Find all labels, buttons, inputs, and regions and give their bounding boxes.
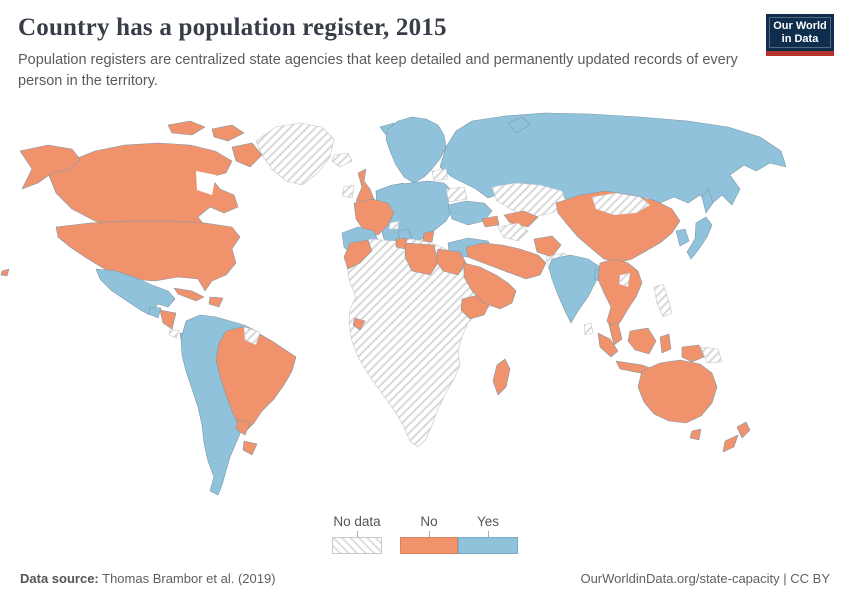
- owid-logo-line2: in Data: [781, 32, 819, 45]
- map-region-baffin-island[interactable]: [231, 142, 263, 168]
- map-region-sri-lanka[interactable]: [583, 322, 594, 336]
- map-region-laos[interactable]: [618, 272, 631, 288]
- map-region-iran-iraq-syria[interactable]: [465, 242, 547, 280]
- map-region-caucasus[interactable]: [481, 215, 500, 228]
- map-region-guatemala[interactable]: [148, 306, 162, 319]
- license-label: CC BY: [790, 571, 830, 586]
- legend-label-no: No: [420, 514, 438, 529]
- map-region-mexico[interactable]: [95, 268, 176, 316]
- map-region-greenland[interactable]: [255, 122, 335, 186]
- map-region-uk[interactable]: [355, 168, 375, 205]
- map-region-uzbekistan[interactable]: [503, 210, 539, 228]
- map-region-usa[interactable]: [55, 220, 241, 292]
- map-region-hispaniola[interactable]: [208, 296, 224, 308]
- map-region-turkmenistan[interactable]: [497, 222, 529, 242]
- world-map: [0, 110, 850, 502]
- map-region-sakhalin[interactable]: [701, 188, 714, 214]
- map-region-central-europe[interactable]: [375, 180, 453, 260]
- map-region-afghanistan[interactable]: [533, 235, 562, 258]
- map-region-mainland-se-asia[interactable]: [597, 258, 643, 332]
- map-region-arabia[interactable]: [463, 262, 517, 310]
- credit-line: OurWorldinData.org/state-capacity | CC B…: [580, 571, 830, 586]
- map-region-canada-islands-2[interactable]: [211, 124, 245, 142]
- legend-swatch-no[interactable]: [400, 537, 458, 554]
- legend-swatch-no-data[interactable]: [332, 537, 382, 554]
- map-region-malay-peninsula[interactable]: [608, 322, 623, 346]
- chart-subtitle: Population registers are centralized sta…: [18, 52, 738, 90]
- map-region-guyanas[interactable]: [243, 326, 261, 346]
- map-region-china[interactable]: [555, 190, 681, 264]
- map-region-alaska[interactable]: [19, 144, 81, 190]
- map-region-egypt[interactable]: [435, 248, 467, 276]
- chart-header: Country has a population register, 2015 …: [18, 14, 758, 92]
- map-region-serbia[interactable]: [422, 230, 435, 243]
- map-region-sulawesi[interactable]: [659, 333, 672, 354]
- map-region-new-zealand-south[interactable]: [722, 434, 739, 453]
- credit-separator: |: [779, 571, 791, 586]
- map-region-australia[interactable]: [637, 359, 718, 424]
- map-region-switzerland[interactable]: [388, 220, 400, 230]
- map-region-west-papua[interactable]: [681, 344, 705, 363]
- map-region-tunisia[interactable]: [395, 237, 408, 250]
- owid-link[interactable]: OurWorldinData.org/state-capacity: [580, 571, 780, 586]
- map-region-tasmania[interactable]: [689, 428, 702, 441]
- map-region-sumatra[interactable]: [597, 332, 619, 358]
- map-region-india[interactable]: [548, 254, 601, 324]
- legend-tick-no: [429, 531, 430, 537]
- legend-label-no-data: No data: [333, 514, 381, 529]
- map-region-morocco[interactable]: [343, 239, 373, 270]
- map-legend: No data No Yes: [0, 512, 850, 558]
- map-region-hawaii[interactable]: [0, 268, 10, 277]
- map-region-madagascar[interactable]: [492, 358, 511, 396]
- page-title: Country has a population register, 2015: [18, 14, 447, 41]
- data-source-prefix: Data source:: [20, 571, 99, 586]
- map-region-papua-new-guinea[interactable]: [700, 346, 723, 364]
- data-source-note: Data source: Thomas Brambor et al. (2019…: [20, 571, 276, 586]
- legend-swatch-yes[interactable]: [458, 537, 518, 554]
- map-region-ukraine[interactable]: [447, 200, 493, 226]
- map-region-japan[interactable]: [686, 216, 713, 260]
- map-region-brazil[interactable]: [215, 326, 297, 432]
- map-region-canada-islands-1[interactable]: [167, 120, 206, 136]
- map-region-honduras-nicaragua[interactable]: [159, 309, 177, 330]
- map-region-france[interactable]: [353, 198, 395, 236]
- map-region-novaya-zemlya[interactable]: [507, 116, 531, 134]
- map-region-estonia[interactable]: [431, 168, 449, 182]
- map-region-korea[interactable]: [675, 228, 690, 247]
- map-region-iceland[interactable]: [331, 152, 353, 168]
- map-region-uruguay[interactable]: [242, 440, 258, 456]
- map-region-mongolia[interactable]: [591, 192, 651, 216]
- data-source-text: Thomas Brambor et al. (2019): [98, 571, 276, 586]
- owid-logo-frame: Our World in Data: [769, 17, 831, 48]
- map-region-philippines[interactable]: [653, 283, 673, 318]
- owid-logo-line1: Our World: [773, 19, 827, 32]
- map-region-scandinavia[interactable]: [385, 116, 447, 184]
- map-region-paraguay[interactable]: [235, 418, 251, 436]
- map-region-new-zealand-north[interactable]: [736, 421, 751, 439]
- hudson-bay-water: [196, 171, 216, 195]
- legend-tick-yes: [488, 531, 489, 537]
- map-region-borneo[interactable]: [627, 327, 657, 355]
- map-region-liberia[interactable]: [352, 317, 366, 331]
- legend-label-yes: Yes: [476, 514, 500, 529]
- map-region-cuba[interactable]: [173, 287, 205, 302]
- owid-logo: Our World in Data: [766, 14, 834, 56]
- map-region-ireland[interactable]: [341, 184, 355, 199]
- map-region-russia[interactable]: [439, 112, 787, 206]
- map-region-belarus[interactable]: [445, 186, 468, 203]
- map-region-libya[interactable]: [404, 242, 439, 276]
- legend-tick-no-data: [357, 531, 358, 537]
- map-region-costa-rica[interactable]: [168, 328, 180, 339]
